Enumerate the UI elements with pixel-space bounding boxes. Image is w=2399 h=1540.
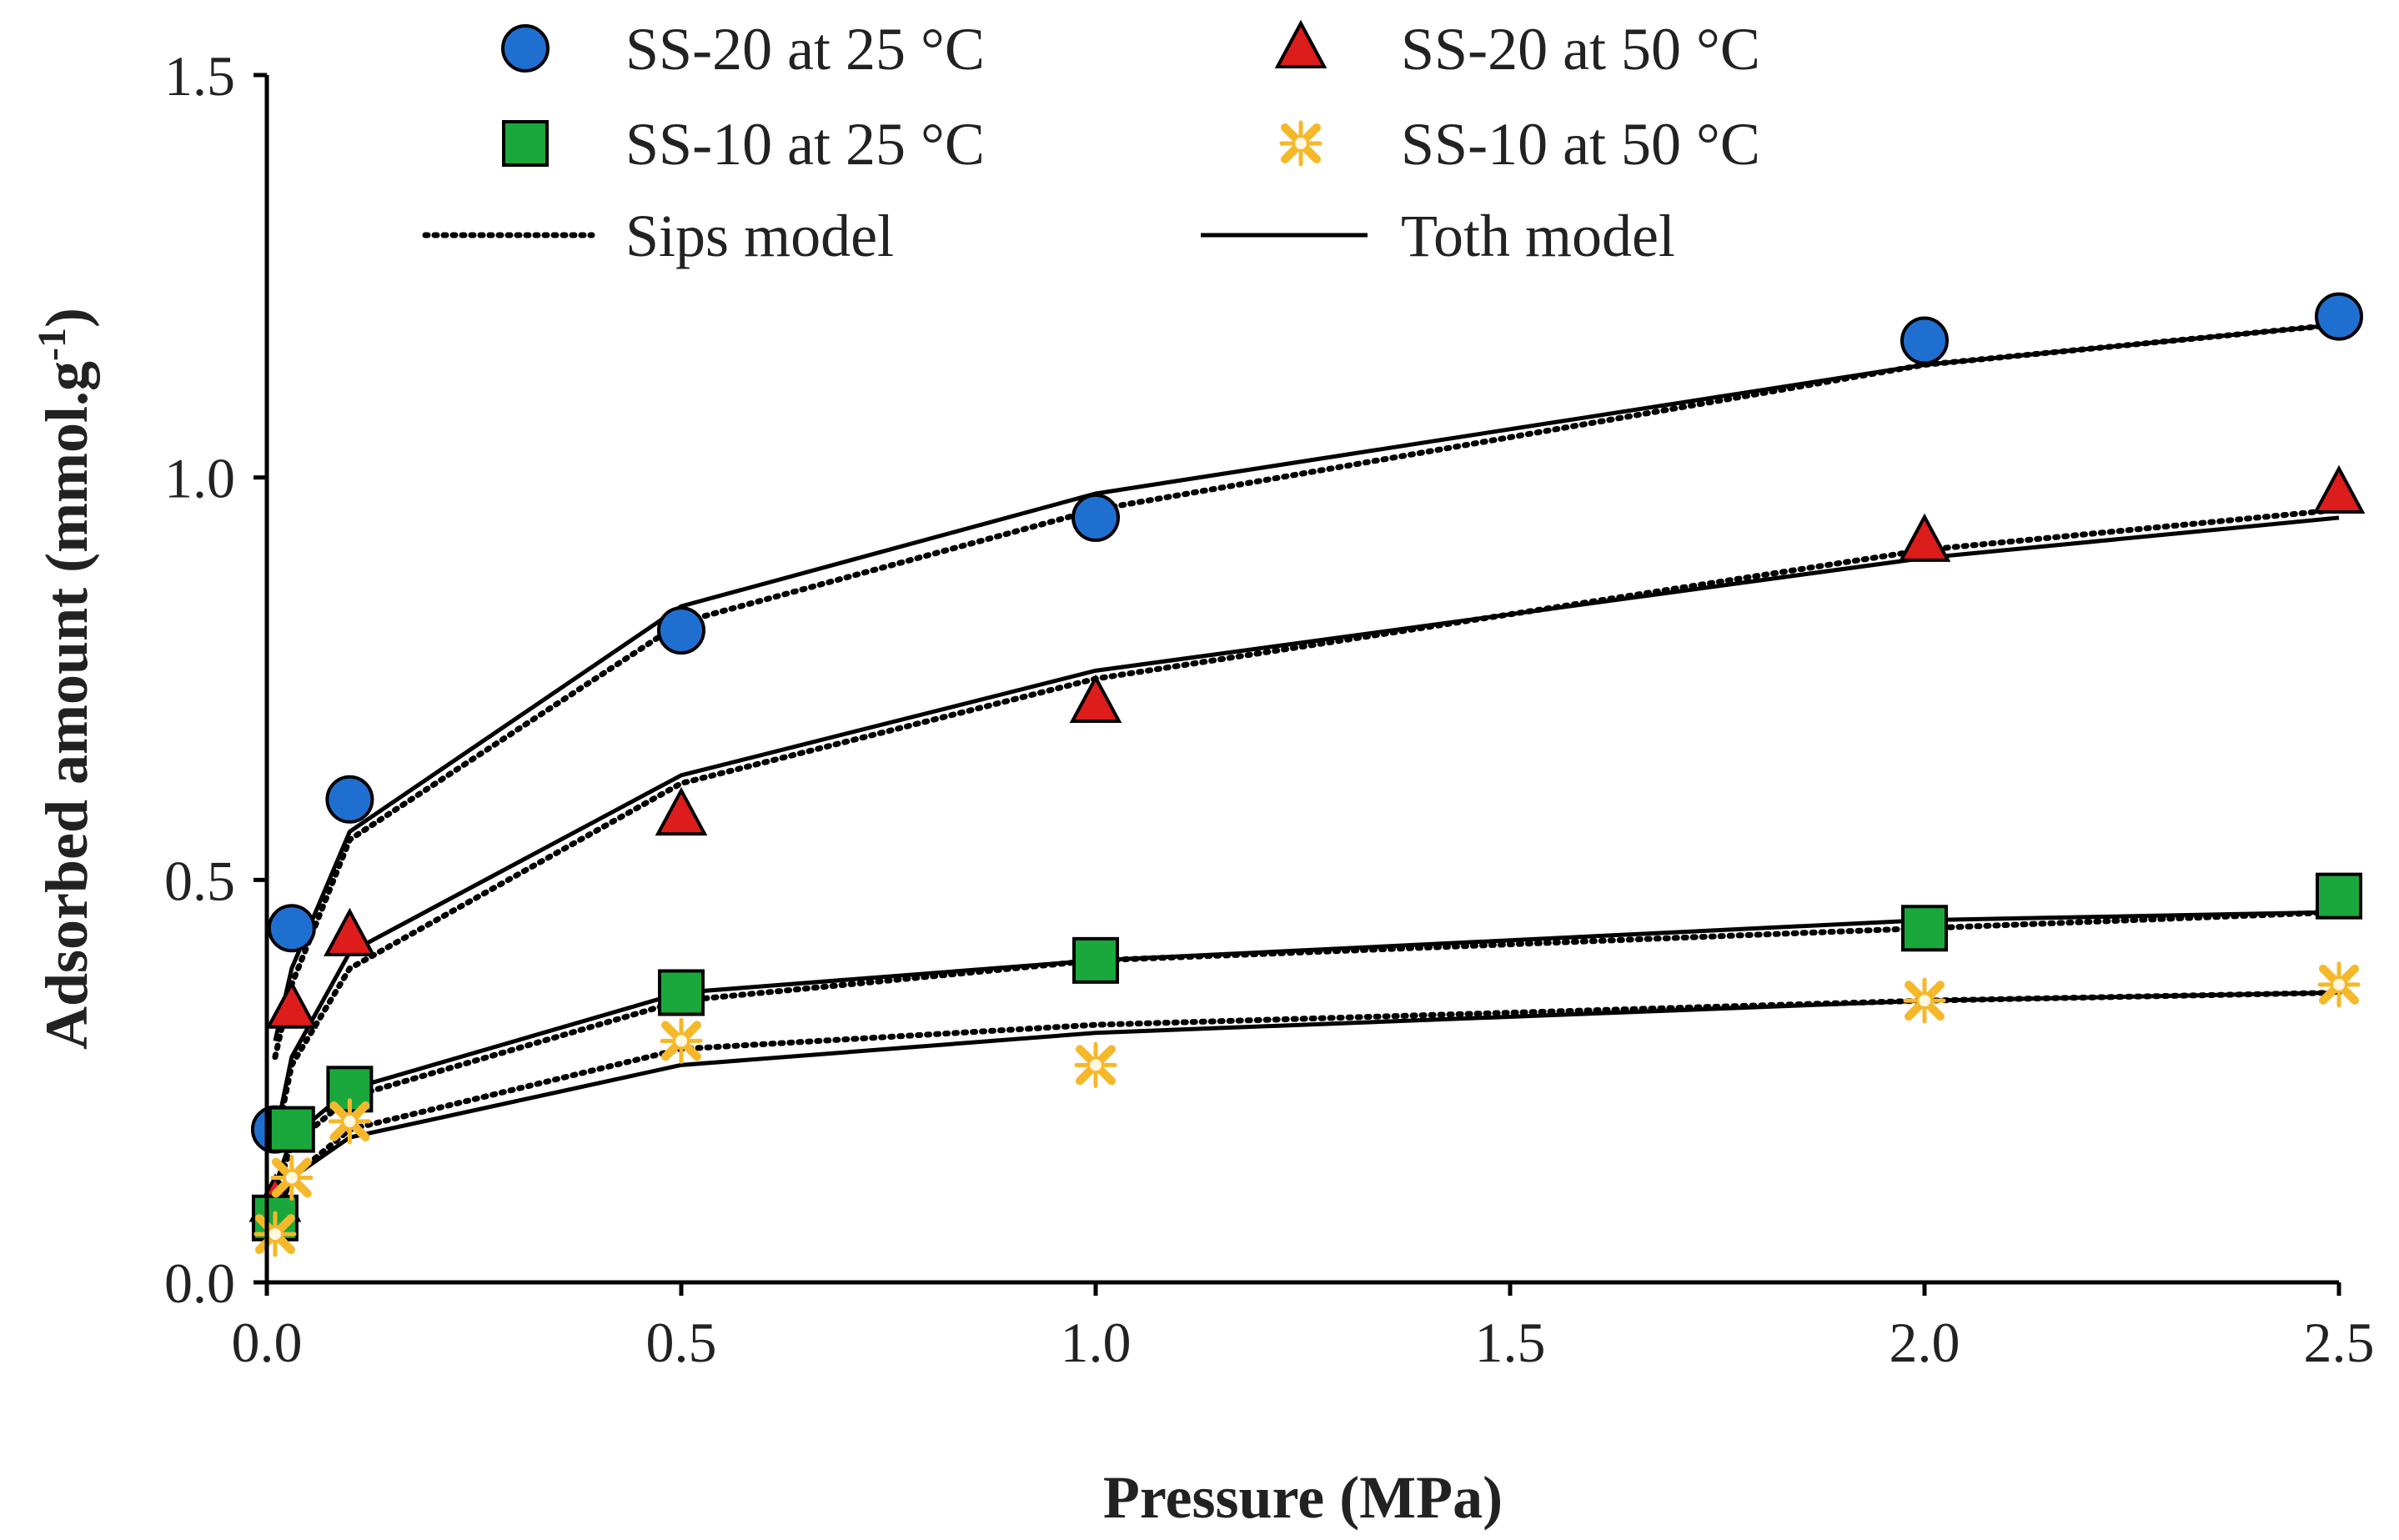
- data-point-ss-10-at-25-c: [2316, 872, 2362, 920]
- star-center: [1919, 995, 1930, 1007]
- star-center: [2333, 978, 2345, 991]
- x-tick-label: 0.0: [232, 1311, 303, 1374]
- data-point-ss-10-at-50-c: [2317, 961, 2361, 1008]
- star-center: [675, 1035, 687, 1047]
- x-axis-title: Pressure (MPa): [1103, 1464, 1503, 1531]
- data-point-ss-10-at-50-c: [1903, 977, 1946, 1024]
- y-axis-title-main: Adsorbed amount (mmol.g: [33, 361, 100, 1050]
- data-point-ss-20-at-25-c: [1900, 316, 1949, 365]
- data-point-ss-20-at-25-c: [657, 606, 705, 655]
- legend-label: SS-10 at 25 °C: [625, 111, 985, 178]
- legend-label: SS-10 at 50 °C: [1401, 111, 1760, 178]
- y-axis-title-close: ): [33, 308, 100, 328]
- data-point-ss-20-at-50-c: [1069, 674, 1122, 723]
- legend-marker-ss-20-at-50-c: [1274, 19, 1327, 68]
- legend-marker-ss-20-at-25-c: [501, 24, 550, 73]
- toth-curve-ss-10-at-50-c: [273, 990, 2340, 1219]
- data-point-ss-20-at-25-c: [267, 904, 316, 953]
- legend-entry-toth-model: Toth model: [1201, 203, 1675, 269]
- data-point-ss-10-at-50-c: [253, 1211, 297, 1257]
- legend-entry-ss-10-at-25-c: SS-10 at 25 °C: [502, 111, 985, 178]
- axes: [264, 75, 2339, 1285]
- legend-entry-sips-model: Sips model: [422, 203, 894, 269]
- data-point-ss-10-at-50-c: [660, 1017, 703, 1064]
- tick-labels: 0.0 0.5 1.0 1.5 0.0 0.5 1.0 1.5 2.0 2.5: [164, 44, 2375, 1374]
- sips-curve-ss-20-at-25-c: [272, 321, 2342, 1061]
- data-point-ss-10-at-50-c: [1074, 1041, 1117, 1088]
- data-point-ss-10-at-25-c: [658, 969, 705, 1016]
- sips-curve-ss-10-at-25-c: [272, 909, 2342, 1197]
- y-axis-title-superscript: -1: [30, 328, 74, 361]
- data-point-ss-20-at-25-c: [1072, 493, 1120, 542]
- y-tick-label: 0.5: [164, 849, 235, 912]
- data-point-ss-10-at-25-c: [268, 1106, 315, 1153]
- legend-entry-ss-20-at-50-c: SS-20 at 50 °C: [1274, 16, 1760, 83]
- star-center: [269, 1228, 281, 1241]
- data-point-ss-20-at-50-c: [265, 980, 319, 1029]
- data-point-ss-20-at-25-c: [2315, 292, 2363, 341]
- data-point-ss-20-at-50-c: [655, 786, 708, 836]
- y-tick-label: 1.5: [164, 44, 235, 108]
- x-tick-label: 1.5: [1475, 1311, 1546, 1374]
- data-point-ss-20-at-50-c: [1898, 513, 1951, 562]
- star-center: [344, 1115, 356, 1127]
- y-tick-label: 0.0: [164, 1252, 235, 1315]
- x-tick-label: 2.0: [1890, 1311, 1960, 1374]
- data-point-ss-20-at-50-c: [324, 907, 376, 956]
- legend-label: Toth model: [1401, 203, 1675, 269]
- data-markers: [248, 292, 2366, 1257]
- data-point-ss-10-at-50-c: [270, 1155, 314, 1201]
- data-point-ss-10-at-50-c: [328, 1098, 371, 1145]
- toth-curve-ss-20-at-50-c: [273, 515, 2340, 1138]
- legend-label: SS-20 at 50 °C: [1401, 16, 1760, 83]
- legend-entry-ss-20-at-25-c: SS-20 at 25 °C: [501, 16, 985, 83]
- x-tick-label: 2.5: [2304, 1311, 2375, 1374]
- star-center: [1090, 1059, 1102, 1071]
- x-tick-label: 0.5: [646, 1311, 717, 1374]
- data-point-ss-20-at-50-c: [2312, 464, 2366, 514]
- model-curves: [272, 321, 2342, 1221]
- legend-label: SS-20 at 25 °C: [625, 16, 985, 83]
- legend-label: Sips model: [625, 203, 894, 269]
- legend-marker-ss-10-at-25-c: [502, 120, 549, 167]
- data-point-ss-20-at-25-c: [325, 775, 374, 824]
- x-tick-label: 1.0: [1061, 1311, 1132, 1374]
- legend: SS-20 at 25 °C SS-20 at 50 °C SS-10 at 25 …: [422, 16, 1760, 269]
- star-center: [285, 1171, 298, 1184]
- data-point-ss-10-at-25-c: [1901, 905, 1948, 952]
- y-axis-title: Adsorbed amount (mmol.g-1): [30, 308, 100, 1050]
- star-center: [1295, 138, 1307, 149]
- legend-marker-ss-10-at-50-c: [1279, 120, 1322, 167]
- y-tick-label: 1.0: [164, 447, 235, 510]
- legend-entry-ss-10-at-50-c: SS-10 at 50 °C: [1279, 111, 1760, 178]
- data-point-ss-10-at-25-c: [1072, 936, 1119, 984]
